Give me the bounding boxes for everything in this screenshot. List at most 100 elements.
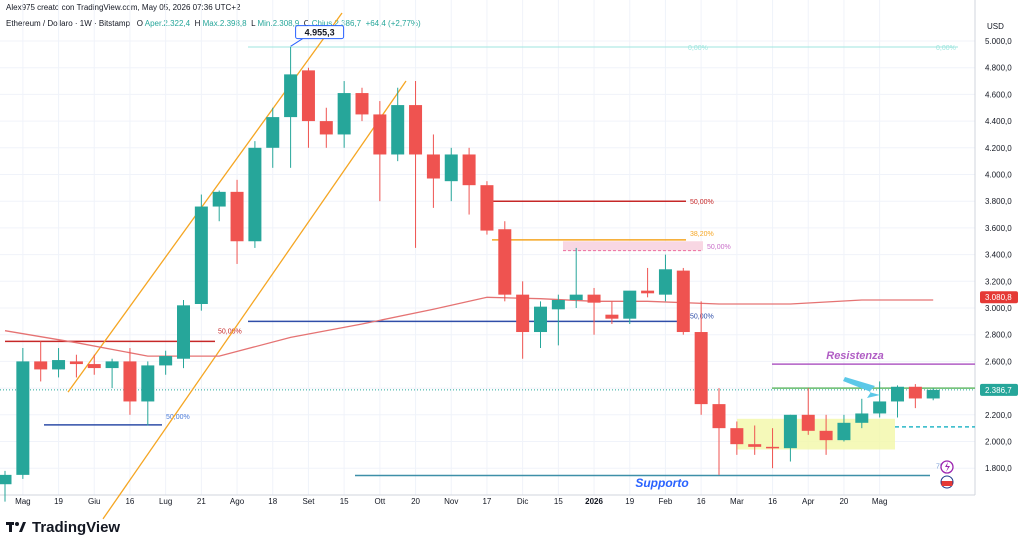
ma-price-tag-bg <box>980 291 1018 304</box>
low-value: Min.2.308,9 <box>257 19 300 28</box>
time-tick: Lug <box>159 497 172 506</box>
symbol-name: Ethereum / Dollaro · 1W · Bitstamp <box>6 19 131 28</box>
candle-body <box>444 154 458 182</box>
footer: TradingView <box>6 514 120 540</box>
price-tick: 2.000,0 <box>985 438 1012 447</box>
fib-label: 0,00% <box>688 45 708 52</box>
current-price-tag-bg <box>980 383 1018 396</box>
candle-body <box>391 105 405 155</box>
change-value: +64,4 (+2,77%) <box>365 19 421 28</box>
resistenza-label: Resistenza <box>826 350 883 362</box>
time-tick: 16 <box>768 497 777 506</box>
candle-body <box>873 401 887 414</box>
candle-body <box>212 191 226 207</box>
grid <box>0 0 976 496</box>
price-tick: 4.600,0 <box>985 90 1012 99</box>
pink-zone <box>563 241 703 251</box>
price-tick: 4.800,0 <box>985 64 1012 73</box>
price-tick: 4.000,0 <box>985 171 1012 180</box>
ath-callout <box>295 25 345 40</box>
candle-body <box>87 364 101 369</box>
candle-body <box>534 306 547 333</box>
time-tick: Dic <box>517 497 529 506</box>
candle-body <box>766 446 780 449</box>
tradingview-brand: TradingView <box>32 518 121 536</box>
time-tick: 15 <box>554 497 563 506</box>
candle-body <box>641 290 655 294</box>
candle-body <box>658 269 672 295</box>
time-tick: Set <box>302 497 315 506</box>
candle-body <box>194 206 208 304</box>
fib-label: 50,00% <box>218 328 242 335</box>
time-tick: 20 <box>411 497 420 506</box>
time-tick: Mag <box>872 497 888 506</box>
fib-label: 38,20% <box>690 231 714 238</box>
candle-body <box>319 121 333 135</box>
candle-body <box>159 356 173 366</box>
candle-body <box>123 361 137 402</box>
ma-price-tag: 3.080,8 <box>985 293 1012 302</box>
time-tick: 15 <box>340 497 349 506</box>
time-tick: 17 <box>482 497 491 506</box>
candle-body <box>16 361 30 475</box>
time-tick: Giu <box>88 497 100 506</box>
candle-body <box>551 299 565 310</box>
price-axis: USD1.800,02.000,02.200,02.400,02.600,02.… <box>980 22 1018 473</box>
time-tick: 18 <box>268 497 277 506</box>
us-flag-stripes <box>941 481 953 486</box>
price-tick: 2.600,0 <box>985 357 1012 366</box>
fib-levels: 0,00% 0,00% 50,00% 38,20% 50,00% 50,00% 50,00%… <box>0 45 975 477</box>
overlays: 4.955,3ResistenzaSupporto75% <box>290 25 954 490</box>
candle-body <box>355 93 369 115</box>
candle-body <box>498 229 512 295</box>
top-caption: Alex975 creato con TradingView.com, May … <box>6 3 241 12</box>
time-tick: 20 <box>839 497 848 506</box>
candle-body <box>748 444 762 447</box>
candle-body <box>462 154 476 186</box>
candle-body <box>0 474 12 485</box>
time-tick: Nov <box>444 497 458 506</box>
price-tick: 5.000,0 <box>985 37 1012 46</box>
candle-body <box>105 361 119 369</box>
time-tick: 2026 <box>585 497 603 506</box>
candle-body <box>569 294 583 300</box>
moving-average <box>4 296 934 357</box>
time-tick: Ago <box>230 497 245 506</box>
channel-lower-line <box>102 80 407 520</box>
fib-label: 50,00% <box>707 244 731 251</box>
lightning-icon <box>945 462 950 472</box>
candle-body <box>373 114 387 155</box>
price-tick: 3.000,0 <box>985 304 1012 313</box>
price-tick: 2.200,0 <box>985 411 1012 420</box>
candle-body <box>230 191 244 242</box>
candle-body <box>426 154 440 179</box>
candle-body <box>623 290 637 319</box>
time-tick: Apr <box>802 497 815 506</box>
price-tick: 4.200,0 <box>985 144 1012 153</box>
fib-label: 50,00% <box>690 313 714 320</box>
candle-body <box>587 294 601 303</box>
candle-body <box>141 365 155 402</box>
price-tick: 4.400,0 <box>985 117 1012 126</box>
candle-body <box>69 361 83 365</box>
time-tick: Feb <box>659 497 673 506</box>
time-tick: 21 <box>197 497 206 506</box>
moving-average-line <box>4 296 934 357</box>
high-value: Max.2.398,8 <box>202 19 247 28</box>
cyan-arrow <box>843 377 880 398</box>
candle-body <box>676 270 690 333</box>
candle-body <box>855 413 869 423</box>
candle-body <box>177 305 190 359</box>
candle-body <box>34 361 48 370</box>
currency-label: USD <box>987 22 1004 31</box>
candle-body <box>409 105 423 155</box>
close-value: Chius.2.386,7 <box>311 19 362 28</box>
ath-callout-pointer <box>290 38 303 47</box>
candles <box>0 46 940 502</box>
candle-body <box>52 360 66 370</box>
high-key: H <box>194 19 201 28</box>
price-tick: 3.600,0 <box>985 224 1012 233</box>
price-tick: 3.800,0 <box>985 197 1012 206</box>
candle-body <box>730 428 744 445</box>
